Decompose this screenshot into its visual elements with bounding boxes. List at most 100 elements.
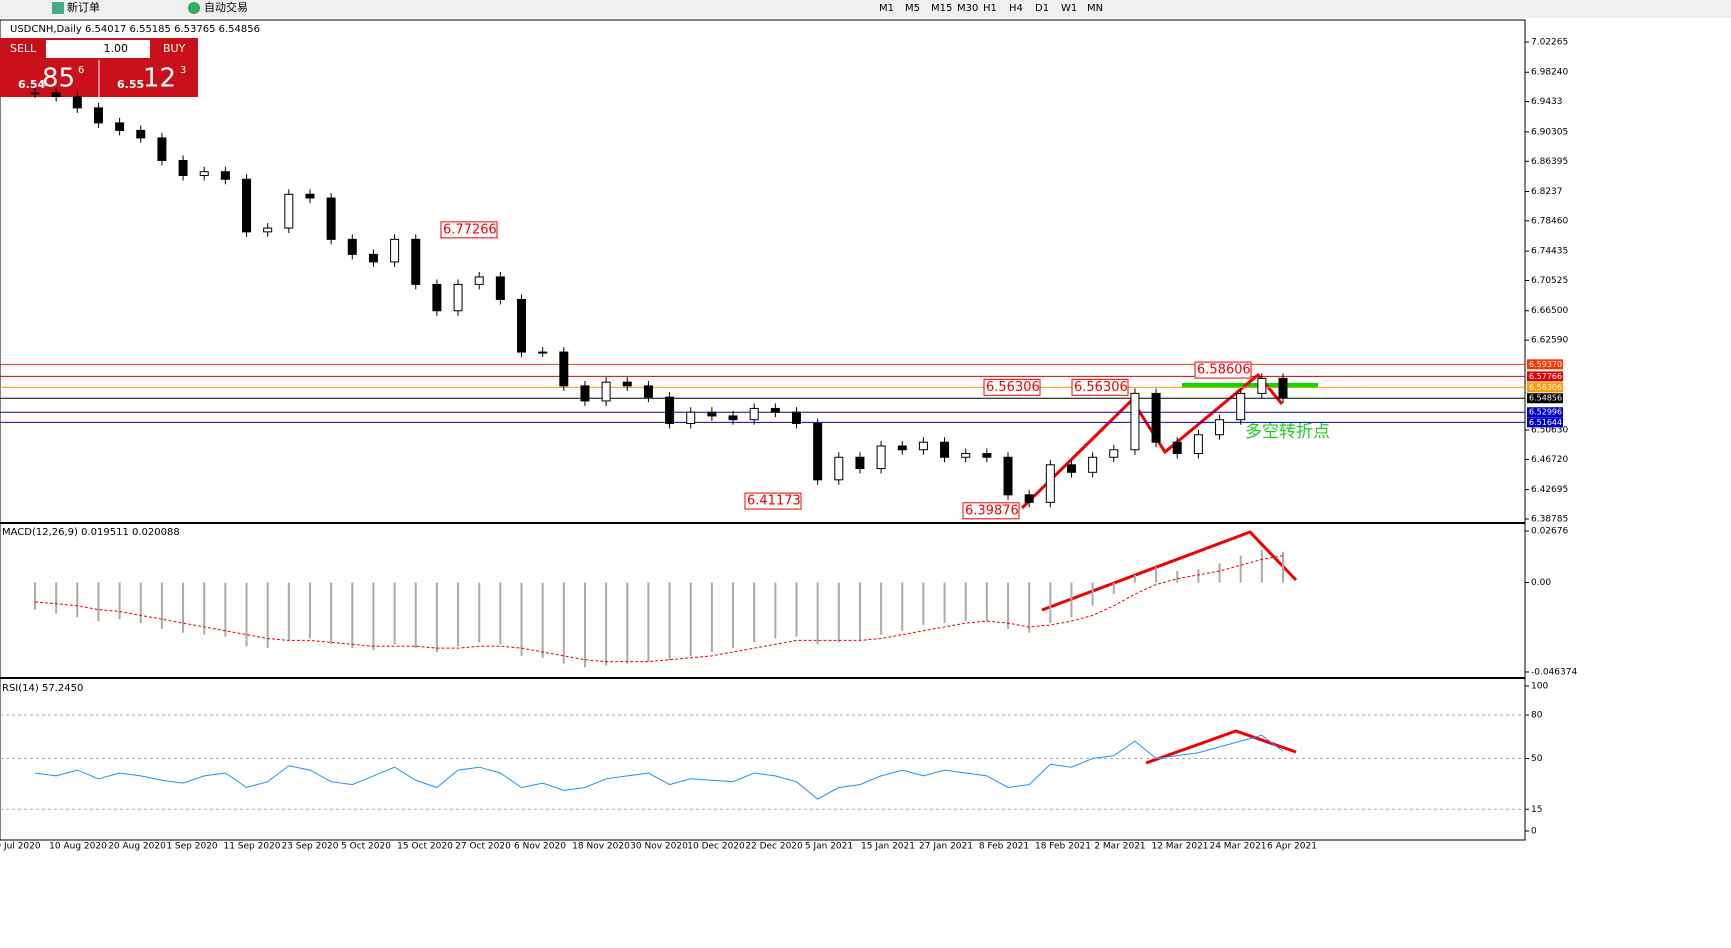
annotation-label: 6.56306 [986,380,1040,395]
y-tick-label: 100 [1531,682,1548,692]
y-tick-label: 6.50630 [1531,425,1568,435]
candle [411,238,421,285]
bid-big[interactable]: 6.54 [18,78,45,91]
macd-signal [34,555,1284,663]
candle [474,276,484,285]
candle [728,415,738,421]
candle [1215,419,1225,436]
y-tick-label: 6.38785 [1531,515,1568,525]
candle [220,171,230,180]
candle [897,445,907,451]
level-label: 6.59370 [1529,360,1562,369]
level-label: 6.54856 [1529,394,1562,403]
x-tick-label: 23 Sep 2020 [281,842,338,852]
candle [855,456,865,470]
x-tick-label: 15 Oct 2020 [397,842,453,852]
level-label: 6.51644 [1529,418,1562,427]
candle [749,407,759,421]
new-order[interactable]: 新订单 [67,0,100,14]
ask-small[interactable]: 3 [180,65,186,76]
trade-panel: SELL 1.00 BUY 6.54 85 6 6.55 12 3 [0,38,198,97]
timeframe-button[interactable]: M5 [905,3,920,14]
y-tick-label: 15 [1531,805,1542,815]
buy-button[interactable]: BUY [163,42,186,55]
candle [1024,494,1034,503]
timeframe-button[interactable]: M1 [879,3,894,14]
rsi-line [34,734,1284,800]
y-tick-label: 0.00 [1531,578,1551,588]
annotation-box [1071,378,1129,396]
candle [517,298,527,353]
toolbar [0,0,1731,18]
y-tick-label: 6.90305 [1531,127,1568,137]
candle [51,92,61,98]
timeframe-button[interactable]: M30 [957,3,978,14]
level-label: 6.57766 [1529,372,1562,381]
x-tick-label: 2 Mar 2021 [1094,842,1145,852]
x-tick-label: 10 Aug 2020 [49,842,107,852]
timeframe-button[interactable]: MN [1087,3,1103,14]
candle [1257,377,1267,394]
level-tag [1527,407,1563,418]
timeframe-button[interactable]: M15 [931,3,952,14]
candle [1151,392,1161,443]
y-tick-label: 6.70525 [1531,276,1568,286]
auto-trade-icon[interactable] [188,2,200,14]
timeframe-button[interactable]: D1 [1035,3,1049,14]
lots-box[interactable] [46,40,150,58]
timeframe-button[interactable]: W1 [1061,3,1077,14]
candle [432,283,442,312]
y-tick-label: 50 [1531,754,1543,764]
ask-big[interactable]: 6.55 [117,78,144,91]
sell-button[interactable]: SELL [10,42,37,55]
candle [982,453,992,458]
candle [1003,456,1013,496]
candle [686,411,696,424]
annotation-box [744,492,802,510]
candle [834,456,844,481]
x-tick-label: 5 Jan 2021 [805,842,853,852]
chart-header: USDCNH,Daily 6.54017 6.55185 6.53765 6.5… [10,24,260,35]
bid-main[interactable]: 85 [42,64,75,94]
x-tick-label: 20 Aug 2020 [108,842,166,852]
x-tick-label: 18 Nov 2020 [572,842,630,852]
candle [1045,464,1055,503]
candle [601,381,611,402]
annotation-label: 6.58606 [1197,363,1251,378]
x-tick-label: 18 Feb 2021 [1035,842,1091,852]
new-order-icon[interactable] [52,2,64,14]
candle [1109,449,1119,458]
x-tick-label: 6 Apr 2021 [1267,842,1317,852]
lots[interactable]: 1.00 [104,42,129,55]
annotation-box [962,502,1020,520]
candle [326,197,336,240]
candle [305,193,315,199]
annotation-note: 多空转折点 [1245,422,1330,442]
y-tick-label: 0.02676 [1531,527,1568,537]
ask-main[interactable]: 12 [143,64,176,94]
candle [30,92,40,95]
x-tick-label: 24 Mar 2021 [1209,842,1266,852]
candle [115,122,125,131]
timeframe-button[interactable]: H4 [1009,3,1023,14]
macd-label: MACD(12,26,9) 0.019511 0.020088 [2,527,180,538]
level-label: 6.56306 [1529,383,1562,392]
x-tick-label: 30 Nov 2020 [630,842,688,852]
candle [157,137,167,161]
y-tick-label: 80 [1531,711,1543,721]
candle [72,96,82,109]
auto-trade[interactable]: 自动交易 [204,0,248,14]
timeframe-button[interactable]: H1 [983,3,997,14]
candle [813,422,823,481]
level-tag [1527,359,1563,370]
candle [1130,392,1140,451]
candle [1172,441,1182,455]
candle [453,283,463,312]
y-tick-label: 6.42695 [1531,485,1568,495]
level-tag [1527,417,1563,428]
y-tick-label: 6.46720 [1531,455,1568,465]
annotation-label: 6.56306 [1074,380,1128,395]
bid-small[interactable]: 6 [78,65,84,76]
candle [136,129,146,139]
annotation-label: 6.77266 [443,222,497,237]
